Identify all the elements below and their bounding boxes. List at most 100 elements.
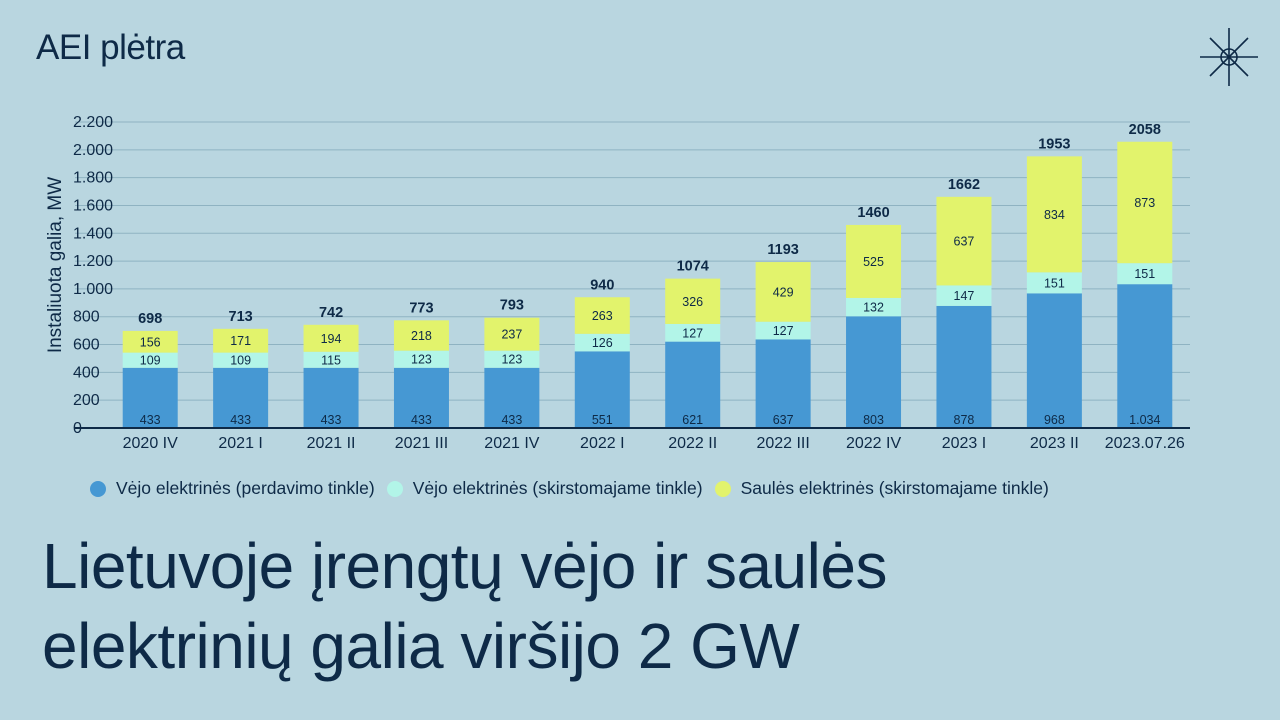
- x-tick-label: 2021 IV: [484, 435, 539, 452]
- bar-segment: [1117, 141, 1173, 264]
- total-label: 1662: [948, 177, 980, 193]
- data-label: 171: [230, 334, 251, 348]
- total-label: 1074: [677, 259, 709, 275]
- data-label: 115: [321, 353, 341, 367]
- bar-segment: [755, 339, 811, 428]
- bar-segment: [665, 323, 721, 342]
- x-tick-label: 2022 IV: [846, 435, 901, 452]
- total-label: 742: [319, 305, 343, 321]
- data-label: 637: [954, 235, 975, 249]
- legend-item-wind-distribution: Vėjo elektrinės (skirstomajame tinkle): [386, 478, 703, 499]
- legend-swatch: [386, 480, 403, 497]
- data-label: 123: [411, 353, 432, 367]
- total-label: 713: [229, 309, 253, 325]
- y-tick-label: 1.200: [73, 253, 113, 270]
- total-label: 1193: [767, 242, 798, 258]
- data-label: 127: [773, 324, 794, 338]
- headline-line-2: elektrinių galia viršijo 2 GW: [42, 610, 800, 682]
- bar-segment: [393, 320, 449, 351]
- total-label: 698: [138, 311, 162, 327]
- data-label: 263: [592, 309, 613, 323]
- headline-line-1: Lietuvoje įrengtų vėjo ir saulės: [42, 530, 887, 602]
- bar-segment: [665, 278, 721, 324]
- bar-segment: [122, 352, 178, 368]
- bar-segment: [846, 316, 902, 428]
- legend-swatch: [714, 480, 731, 497]
- data-label: 147: [954, 289, 975, 303]
- bar-segment: [936, 305, 992, 428]
- bar-segment: [1026, 156, 1082, 273]
- bar-segment: [574, 351, 630, 428]
- y-tick-label: 2.200: [73, 114, 113, 131]
- data-label: 218: [411, 329, 432, 343]
- data-label: 834: [1044, 208, 1065, 222]
- data-label: 433: [411, 413, 432, 427]
- data-label: 132: [863, 301, 884, 315]
- y-tick-label: 800: [73, 309, 100, 326]
- data-label: 968: [1044, 413, 1065, 427]
- data-label: 525: [863, 255, 884, 269]
- bar-segment: [213, 352, 269, 368]
- y-tick-label: 600: [73, 337, 100, 354]
- data-label: 873: [1134, 196, 1155, 210]
- total-label: 773: [409, 300, 433, 316]
- total-label: 1953: [1038, 136, 1070, 152]
- bar-segment: [484, 367, 540, 428]
- y-tick-label: 1.600: [73, 197, 113, 214]
- y-tick-label: 1.000: [73, 281, 113, 298]
- bar-segment: [1117, 284, 1173, 428]
- legend-swatch: [90, 480, 106, 497]
- bar-segment: [303, 324, 359, 352]
- y-tick-label: 1.400: [73, 225, 113, 242]
- x-tick-label: 2020 IV: [123, 435, 178, 452]
- data-label: 551: [592, 413, 613, 427]
- x-tick-label: 2023 II: [1030, 435, 1079, 452]
- data-label: 433: [321, 413, 342, 427]
- bar-segment: [574, 333, 630, 352]
- data-label: 433: [230, 413, 251, 427]
- data-label: 429: [773, 285, 794, 299]
- data-label: 433: [501, 413, 522, 427]
- x-tick-label: 2021 III: [395, 435, 448, 452]
- data-label: 109: [230, 354, 251, 368]
- y-tick-label: 200: [73, 392, 100, 409]
- y-tick-label: 2.000: [73, 142, 113, 159]
- data-label: 878: [954, 413, 975, 427]
- data-label: 127: [682, 326, 703, 340]
- data-label: 126: [592, 336, 613, 350]
- bar-segment: [665, 341, 721, 428]
- y-axis-label: Instaliuota galia, MW: [45, 177, 66, 353]
- bar-segment: [846, 297, 902, 317]
- bar-segment: [936, 196, 992, 286]
- total-label: 940: [590, 277, 614, 293]
- legend-item-solar-distribution: Saulės elektrinės (skirstomajame tinkle): [714, 478, 1049, 499]
- data-label: 637: [773, 413, 794, 427]
- bar-segment: [755, 262, 811, 322]
- compass-star-logo-icon: [1200, 28, 1258, 86]
- legend-label: Saulės elektrinės (skirstomajame tinkle): [740, 478, 1049, 498]
- bar-segment: [574, 297, 630, 334]
- bar-segment: [122, 367, 178, 428]
- x-tick-label: 2022 I: [580, 435, 624, 452]
- x-tick-label: 2022 II: [668, 435, 717, 452]
- section-label: AEI plėtra: [36, 28, 185, 67]
- x-tick-label: 2023.07.26: [1105, 435, 1185, 452]
- bar-segment: [484, 317, 540, 351]
- bar-segment: [303, 351, 359, 368]
- y-tick-label: 400: [73, 364, 100, 381]
- bar-segment: [846, 224, 902, 298]
- total-label: 2058: [1129, 122, 1161, 138]
- total-label: 1460: [857, 205, 889, 221]
- data-label: 151: [1044, 276, 1065, 290]
- bar-segment: [122, 330, 178, 353]
- data-label: 621: [682, 413, 703, 427]
- x-tick-label: 2022 III: [756, 435, 809, 452]
- data-label: 803: [863, 413, 884, 427]
- legend-label: Vėjo elektrinės (perdavimo tinkle): [116, 478, 375, 498]
- legend-label: Vėjo elektrinės (skirstomajame tinkle): [412, 478, 703, 498]
- data-label: 123: [501, 353, 522, 367]
- x-tick-label: 2021 I: [218, 435, 262, 452]
- bar-segment: [303, 367, 359, 428]
- bar-segment: [936, 285, 992, 306]
- chart-legend: Vėjo elektrinės (perdavimo tinkle) Vėjo …: [90, 478, 1061, 499]
